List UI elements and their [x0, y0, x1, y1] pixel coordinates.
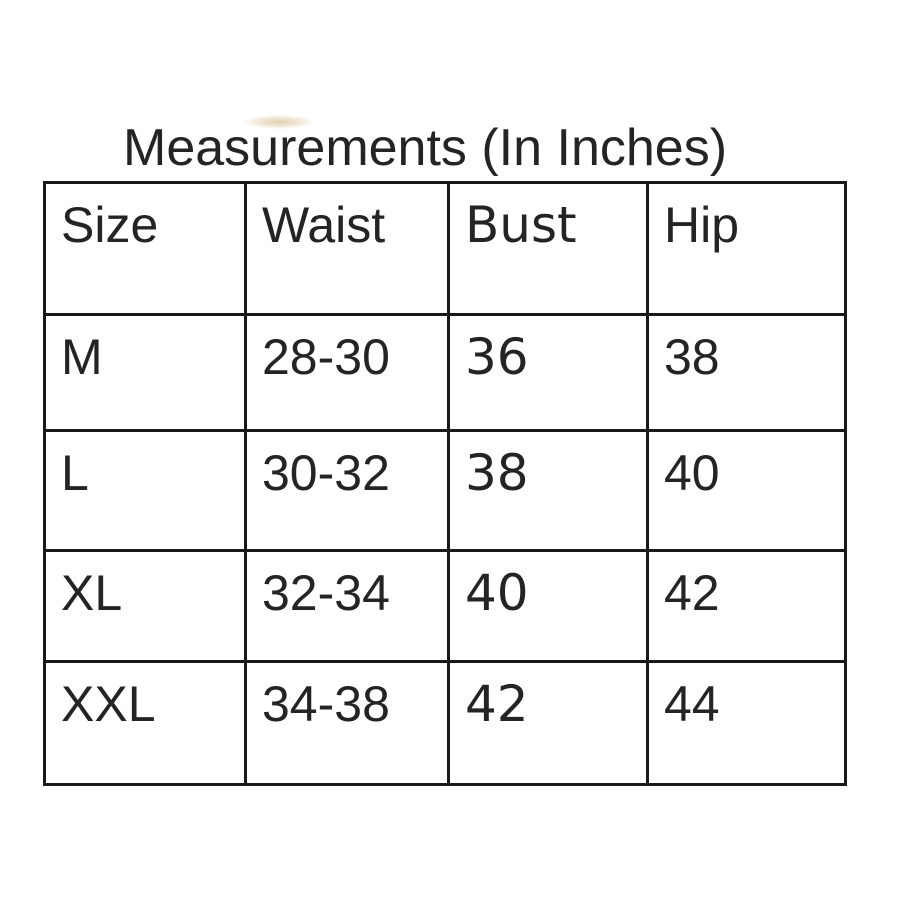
size-cell: L	[43, 429, 247, 552]
bust-cell: 38	[447, 429, 649, 552]
size-cell: M	[43, 313, 247, 432]
table-row-m: M 28-30 36 38	[43, 313, 847, 432]
bust-cell: 42	[447, 660, 649, 786]
waist-cell: 28-30	[244, 313, 450, 432]
table-row-l: L 30-32 38 40	[43, 429, 847, 552]
bust-cell: 40	[447, 549, 649, 663]
header-hip: Hip	[646, 181, 847, 316]
hip-cell: 42	[646, 549, 847, 663]
table-header-row: Size Waist Bust Hip	[43, 181, 847, 316]
waist-cell: 34-38	[244, 660, 450, 786]
measurements-table: Size Waist Bust Hip M 28-30 36 38 L 30-3…	[43, 181, 847, 786]
size-cell: XXL	[43, 660, 247, 786]
hip-cell: 40	[646, 429, 847, 552]
header-waist: Waist	[244, 181, 450, 316]
table-row-xl: XL 32-34 40 42	[43, 549, 847, 663]
waist-cell: 30-32	[244, 429, 450, 552]
size-cell: XL	[43, 549, 247, 663]
page-title: Measurements (In Inches)	[123, 119, 728, 177]
hip-cell: 38	[646, 313, 847, 432]
waist-cell: 32-34	[244, 549, 450, 663]
table-row-xxl: XXL 34-38 42 44	[43, 660, 847, 786]
header-size: Size	[43, 181, 247, 316]
hip-cell: 44	[646, 660, 847, 786]
bust-cell: 36	[447, 313, 649, 432]
header-bust: Bust	[447, 181, 649, 316]
